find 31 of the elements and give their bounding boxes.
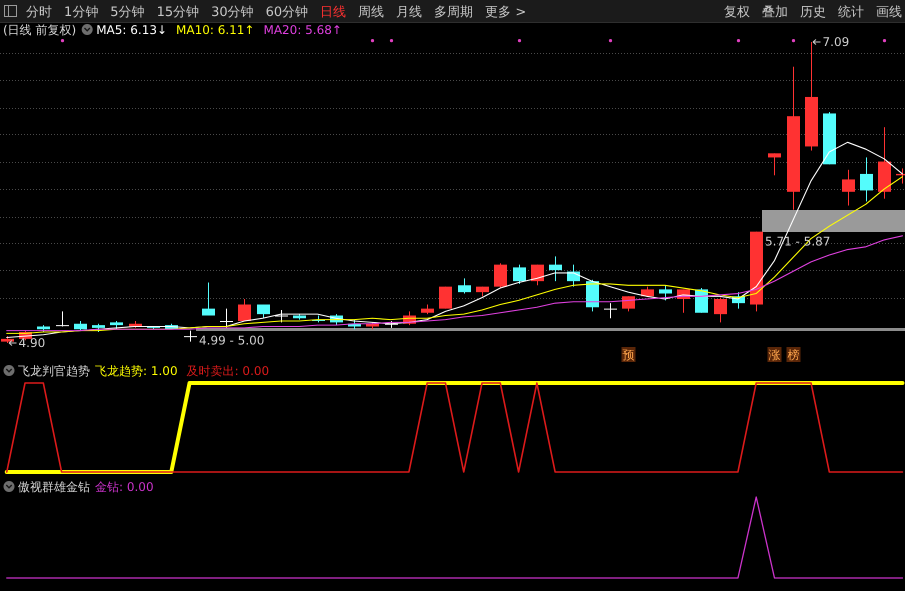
legend-entry: 金钻: 0.00: [95, 480, 154, 494]
legend-entry: MA10: 6.11↑: [176, 23, 254, 37]
toolbar-item: 叠加: [762, 5, 788, 20]
toolbar-item: 30分钟: [211, 5, 254, 20]
title: (日线 前复权): [3, 23, 76, 37]
category-label-text: 榜: [788, 348, 800, 362]
toolbar-item: 更多 >: [485, 5, 526, 20]
toolbar-item: 多周期: [434, 5, 474, 20]
legend-entry: MA5: 6.13↓: [96, 23, 168, 37]
note: 7.09: [822, 34, 850, 49]
toolbar-item: 15分钟: [156, 5, 200, 20]
toolbar-item: 画线: [876, 5, 902, 20]
toolbar-item: 分时: [26, 5, 52, 20]
toolbar-item: 统计: [838, 5, 864, 20]
toolbar-item: 周线: [358, 5, 384, 20]
toolbar-item: 历史: [800, 5, 826, 20]
title: 飞龙判官趋势: [18, 364, 90, 378]
toolbar-item: 复权: [724, 5, 750, 20]
legend-entry: MA20: 5.68↑: [263, 23, 342, 37]
toolbar-item: 1分钟: [64, 5, 98, 20]
title: 傲视群雄金钻: [18, 480, 90, 494]
legend-entry: 及时卖出: 0.00: [186, 364, 270, 378]
category-label-text: 预: [622, 348, 634, 362]
toolbar-item: 5分钟: [110, 5, 145, 20]
toolbar-item: 日线: [320, 5, 346, 20]
category-label-text: 涨: [768, 348, 780, 362]
band-label: 4.99 - 5.00: [199, 334, 264, 348]
toolbar-item: 60分钟: [266, 5, 308, 20]
toolbar-item: 月线: [396, 5, 422, 20]
note: 4.90: [18, 336, 46, 350]
legend-entry: 飞龙趋势: 1.00: [95, 364, 178, 378]
